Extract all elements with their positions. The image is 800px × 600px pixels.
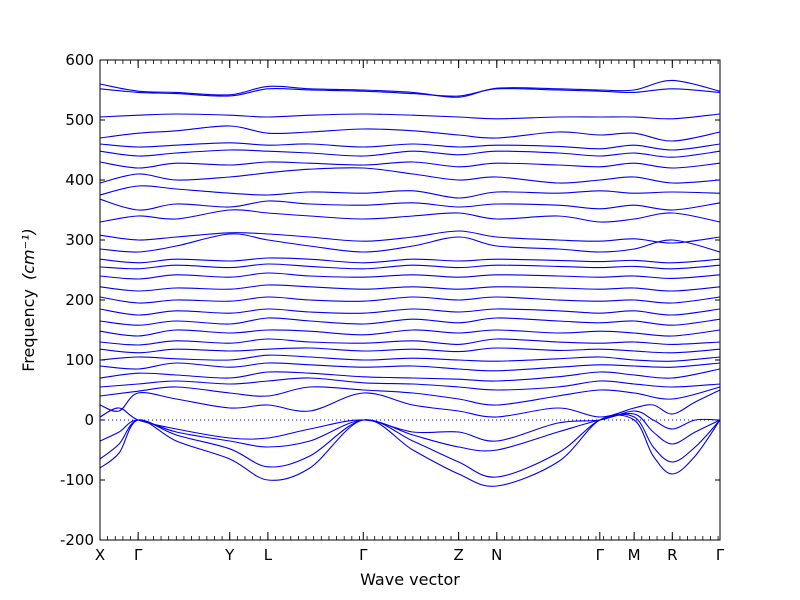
x-tick-label: Γ [359,546,368,564]
y-tick-label: -200 [60,531,94,549]
y-tick-label: 500 [65,111,94,129]
band-line-33 [99,79,721,98]
band-line-19 [99,263,721,270]
band-line-28 [99,149,721,158]
band-line-20 [99,257,721,264]
y-tick-label: 200 [65,291,94,309]
y-tick-label: -100 [60,471,94,489]
band-line-27 [99,161,721,169]
x-tick-label: Γ [716,546,725,564]
band-line-16 [99,296,721,304]
y-axis-label-unit: (cm⁻¹) [19,228,38,280]
y-tick-label: 300 [65,231,94,249]
x-tick-label: Γ [134,546,143,564]
y-tick-label: 600 [65,51,94,69]
band-line-2 [99,413,721,478]
band-line-11 [99,347,721,354]
band-line-32 [99,87,721,97]
x-tick-label: X [95,546,105,564]
axis-ticks: -200 -100 0 100 200 300 400 500 600 X Γ Y L Γ Z N Γ M R Γ [60,51,725,564]
x-tick-label: Y [224,546,235,564]
x-tick-label: Z [454,546,464,564]
band-line-8 [99,368,721,382]
band-line-5 [99,389,721,418]
band-line-29 [99,142,721,151]
band-line-31 [99,113,721,120]
band-line-22 [99,230,721,244]
x-tick-label: R [667,546,677,564]
x-tick-label: N [491,546,502,564]
y-tick-label: 0 [84,411,94,429]
x-axis-label: Wave vector [360,570,460,589]
band-line-7 [99,377,721,391]
band-line-15 [99,308,721,316]
band-line-12 [99,338,721,346]
band-line-26 [99,167,721,184]
band-line-17 [99,284,721,292]
band-lines [99,79,721,487]
band-line-21 [99,233,721,253]
band-line-4 [99,407,721,442]
band-line-9 [99,362,721,372]
y-axis-label-text: Frequency [19,289,38,372]
x-tick-label: L [264,546,273,564]
x-tick-label: Γ [596,546,605,564]
band-line-3 [99,413,721,452]
x-tick-label: M [628,546,641,564]
band-line-6 [99,386,721,406]
band-line-14 [99,317,721,326]
band-line-10 [99,354,721,362]
band-line-23 [99,209,721,223]
y-tick-label: 400 [65,171,94,189]
band-line-30 [99,125,721,142]
plot-frame [99,59,721,541]
y-axis-label: Frequency (cm⁻¹) [19,228,38,371]
y-tick-label: 100 [65,351,94,369]
band-line-13 [99,329,721,337]
band-line-24 [99,198,721,211]
band-line-18 [99,272,721,280]
band-line-1 [99,414,721,487]
band-line-25 [99,185,721,199]
